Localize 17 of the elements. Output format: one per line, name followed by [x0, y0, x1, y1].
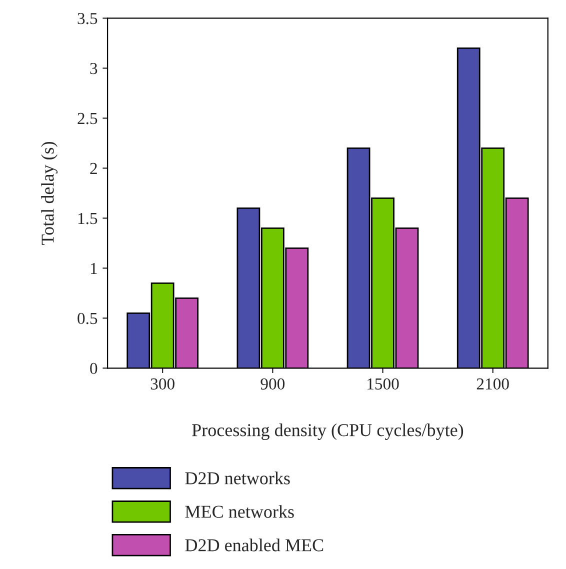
x-tick-label: 300: [150, 378, 174, 390]
y-tick-label: 1.5: [78, 212, 98, 224]
legend-label: D2D enabled MEC: [185, 538, 324, 552]
y-tick-label: 0: [90, 362, 98, 374]
legend-label: D2D networks: [185, 472, 290, 484]
y-tick-label: 2: [90, 162, 97, 174]
y-tick-label: 3: [90, 62, 98, 74]
x-tick-label: 900: [260, 378, 285, 390]
x-axis-title: Processing density (CPU cycles/byte): [192, 424, 464, 440]
legend-label: MEC networks: [185, 505, 294, 518]
y-axis-title: Total delay (s): [41, 142, 58, 245]
y-tick-label: 2.5: [78, 112, 98, 124]
x-tick-label: 2100: [476, 378, 509, 390]
x-tick-label: 1500: [368, 378, 399, 390]
y-tick-label: 1: [90, 262, 97, 274]
y-tick-label: 3.5: [78, 12, 98, 24]
y-tick-label: 0.5: [78, 312, 98, 324]
